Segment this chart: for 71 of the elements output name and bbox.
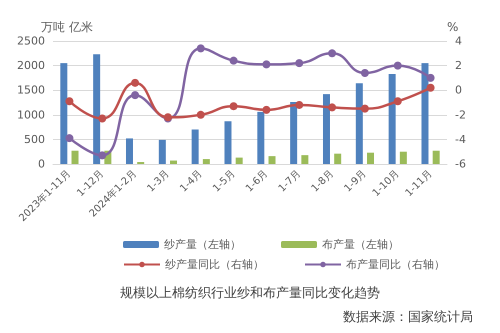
text: 规模以上棉纺织行业纱和布产量同比变化趋势 <box>120 286 380 301</box>
point <box>426 74 435 82</box>
bar <box>421 63 428 164</box>
y-tick-label: 2500 <box>17 34 45 48</box>
y2-tick-label: 2 <box>455 59 462 72</box>
bar <box>356 83 363 164</box>
point <box>328 49 336 58</box>
legend-label: 布产量同比（右轴） <box>346 258 445 271</box>
point <box>65 97 74 106</box>
point <box>230 56 238 65</box>
bar <box>334 154 342 164</box>
bar <box>367 152 374 164</box>
y2-axis-title: % <box>447 20 458 34</box>
bar <box>158 140 166 164</box>
bar <box>322 94 330 164</box>
bar <box>236 158 243 164</box>
y-tick-label: 2000 <box>17 59 45 72</box>
bar <box>257 112 264 164</box>
point <box>360 68 369 77</box>
point <box>65 134 74 142</box>
y-axis-title: 万吨 亿米 <box>41 20 93 34</box>
y-tick-label: 1000 <box>17 108 45 122</box>
x-tick-label: 1-3月 <box>145 168 172 194</box>
point <box>394 62 402 70</box>
y2-tick-label: -6 <box>455 158 466 170</box>
bar <box>268 156 276 164</box>
bar <box>400 152 407 164</box>
bar <box>202 159 210 164</box>
bar <box>93 54 100 164</box>
x-tick-label: 1-5月 <box>211 168 238 194</box>
y-tick-label: 1500 <box>17 84 45 97</box>
point <box>262 60 270 68</box>
y2-tick-label: 4 <box>455 34 462 48</box>
x-tick-label: 1-7月 <box>276 168 304 194</box>
legend-label: 布产量（左轴） <box>322 238 399 251</box>
legend-label: 纱产量同比（右轴） <box>165 258 264 271</box>
y2-tick-label: 0 <box>455 84 462 97</box>
point <box>98 114 106 122</box>
bar <box>170 160 178 164</box>
x-tick-label: 1-6月 <box>244 168 270 194</box>
bar <box>72 150 79 164</box>
y2-tick-label: -2 <box>455 108 466 122</box>
bar <box>192 130 199 164</box>
point <box>426 84 435 92</box>
x-tick-label: 1-8月 <box>310 168 336 194</box>
point <box>394 97 402 106</box>
point <box>98 151 106 160</box>
point <box>230 102 238 110</box>
point <box>196 110 205 119</box>
legend-label: 纱产量（左轴） <box>164 238 241 251</box>
point <box>131 91 140 100</box>
x-tick-label: 1-4月 <box>178 168 205 194</box>
source-note: 数据来源：国家统计局 <box>343 309 473 325</box>
bar <box>388 74 396 164</box>
point <box>295 100 304 109</box>
bar <box>60 63 68 164</box>
y-tick-label: 0 <box>38 158 45 170</box>
y2-tick-label: -4 <box>455 132 466 146</box>
point <box>196 44 205 52</box>
bar <box>126 138 133 164</box>
x-tick-label: 1-9月 <box>342 168 369 194</box>
bar <box>432 150 440 164</box>
bar <box>301 155 308 164</box>
point <box>131 78 140 87</box>
point <box>262 106 270 114</box>
bar <box>290 102 298 164</box>
bar <box>224 121 232 164</box>
point <box>360 104 369 113</box>
point <box>295 59 304 68</box>
point <box>328 103 336 112</box>
y-tick-label: 500 <box>24 132 45 146</box>
